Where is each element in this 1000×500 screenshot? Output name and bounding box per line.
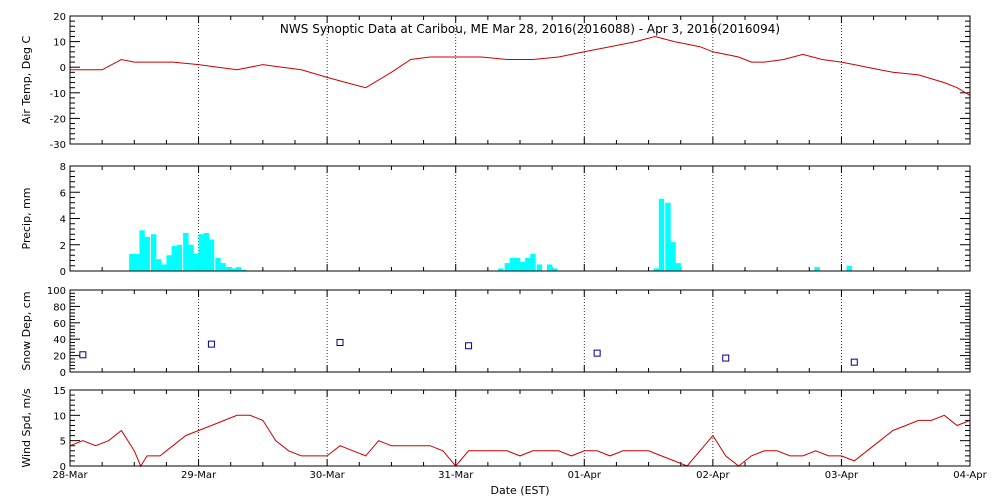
snow-depth-frame [69, 289, 971, 373]
panels: -30 -20 -10 0 10 20 Air Temp, Deg C 0 2 4 6 8 Precip… [20, 12, 988, 481]
snow-depth-point [79, 351, 87, 359]
precip-bar [230, 268, 237, 271]
snow-depth-panel: 0 20 40 60 80 100 Snow Dep, cm [20, 286, 971, 379]
air-temp-y-tick-label: -30 [50, 140, 66, 151]
precip-bar [814, 267, 820, 271]
snow-depth-point [722, 354, 730, 362]
precip-y-tick-label: 8 [60, 162, 66, 173]
precip-bar [161, 264, 167, 271]
x-tick-label: 28-Mar [52, 470, 88, 481]
snow-depth-point [850, 358, 858, 366]
air-temp-y-tick-label: 20 [53, 12, 66, 23]
wind-speed-y-tick-label: 0 [60, 462, 66, 473]
precip-panel: 0 2 4 6 8 Precip, mm [20, 162, 971, 278]
wind-speed-frame [69, 389, 971, 467]
x-tick-label: 03-Apr [825, 470, 859, 481]
wind-speed-y-tick-label: 15 [53, 386, 66, 397]
snow-depth-y-tick-label: 80 [53, 302, 66, 313]
precip-bar [547, 264, 553, 271]
snow-depth-point [207, 340, 215, 348]
precip-y-tick-label: 2 [60, 241, 66, 252]
precip-bar [658, 198, 665, 271]
precip-y-tick-label: 6 [60, 188, 66, 199]
precip-bar [498, 268, 504, 271]
precip-bar [198, 234, 204, 271]
air-temp-y-tick-label: 10 [53, 38, 66, 49]
precip-bar [509, 257, 516, 271]
x-tick-label: 02-Apr [696, 470, 730, 481]
precip-bar [188, 244, 194, 271]
precip-bar [653, 268, 660, 271]
air-temp-frame [69, 15, 971, 145]
x-axis-label: Date (EST) [490, 484, 549, 497]
snow-depth-point [336, 338, 344, 346]
snow-depth-y-tick-label: 40 [53, 335, 66, 346]
precip-bar [235, 267, 242, 271]
precip-bar [151, 234, 157, 271]
air-temp-panel: -30 -20 -10 0 10 20 Air Temp, Deg C [20, 12, 971, 151]
snow-depth-y-tick-label: 100 [47, 286, 66, 297]
snow-depth-y-axis-label: Snow Dep, cm [20, 291, 33, 370]
wind-speed-y-tick-label: 10 [53, 411, 66, 422]
snow-depth-y-tick-label: 20 [53, 352, 66, 363]
air-temp-y-tick-label: 0 [60, 63, 66, 74]
wind-speed-y-axis-label: Wind Spd, m/s [20, 388, 33, 468]
precip-bar [514, 257, 521, 271]
precip-bar [203, 232, 210, 271]
x-tick-label: 29-Mar [181, 470, 217, 481]
precip-bar [176, 244, 183, 271]
precip-bar [156, 259, 162, 271]
precip-y-tick-label: 4 [60, 215, 66, 226]
precip-y-tick-label: 0 [60, 267, 66, 278]
air-temp-y-tick-label: -10 [50, 89, 66, 100]
precip-bar [665, 202, 671, 271]
wind-speed-y-tick-label: 5 [60, 437, 66, 448]
x-tick-label: 30-Mar [310, 470, 346, 481]
air-temp-y-tick-label: -20 [50, 114, 66, 125]
x-tick-label: 01-Apr [568, 470, 602, 481]
precip-bar [504, 263, 510, 271]
precip-bar [846, 265, 852, 271]
precip-bar [129, 253, 135, 271]
air-temp-y-axis-label: Air Temp, Deg C [20, 36, 33, 125]
precip-bar [208, 239, 215, 271]
precip-bar [220, 263, 226, 271]
precip-bar [520, 261, 526, 271]
chart-title: NWS Synoptic Data at Caribou, ME Mar 28,… [280, 22, 780, 36]
snow-depth-point [593, 349, 601, 357]
precip-bar [225, 267, 231, 271]
precip-bar [525, 257, 531, 271]
wind-speed-series-line [69, 414, 971, 468]
precip-bar [193, 253, 199, 271]
snow-depth-y-tick-label: 0 [60, 368, 66, 379]
snow-depth-point [465, 342, 473, 350]
air-temp-series-line [70, 35, 971, 96]
x-tick-label: 31-Mar [438, 470, 474, 481]
wind-speed-panel: 0 5 10 15 Wind Spd, m/s [20, 386, 971, 473]
precip-bar [215, 257, 221, 271]
precip-bar [552, 268, 558, 271]
precip-frame [69, 165, 971, 272]
x-tick-label: 04-Apr [953, 470, 987, 481]
precip-bar [530, 253, 536, 271]
precip-bar [675, 263, 681, 271]
precip-bar [139, 230, 145, 271]
precip-bar [241, 269, 247, 271]
precip-bar [536, 264, 543, 271]
precip-bar [183, 232, 189, 271]
precip-bar [166, 255, 172, 271]
precip-bar [670, 242, 676, 271]
precip-bar [134, 253, 140, 271]
precip-y-axis-label: Precip, mm [20, 188, 33, 250]
precip-bar [144, 236, 150, 271]
precip-bar [171, 246, 177, 271]
snow-depth-y-tick-label: 60 [53, 319, 66, 330]
